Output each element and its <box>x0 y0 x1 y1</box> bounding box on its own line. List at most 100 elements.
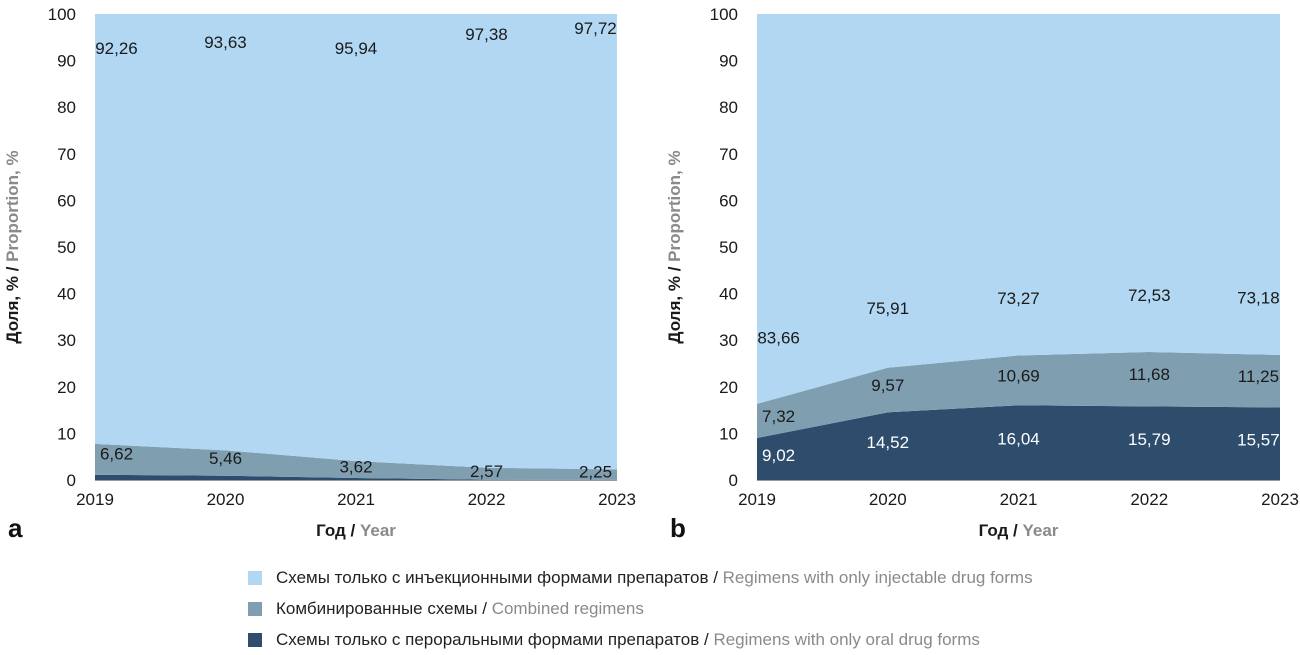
legend-separator: / <box>708 567 723 587</box>
data-label-injectable: 93,63 <box>204 33 247 52</box>
y-axis-title-separator: / <box>3 262 22 276</box>
y-axis-title-separator: / <box>665 262 684 276</box>
area-combined <box>95 443 617 480</box>
data-label-oral: 16,04 <box>997 430 1040 449</box>
data-label-combined: 7,32 <box>762 407 795 426</box>
area-oral <box>95 474 617 480</box>
panel-letter: b <box>670 513 686 543</box>
data-label-combined: 11,25 <box>1238 367 1279 386</box>
y-axis-title-en: Proportion, % <box>3 150 22 261</box>
legend-swatch-injectable <box>248 570 262 585</box>
y-tick-label: 30 <box>57 331 76 350</box>
x-axis-title: Год / Year <box>979 521 1059 540</box>
data-label-combined: 3,62 <box>339 458 372 477</box>
y-tick-label: 90 <box>719 52 738 71</box>
data-label-injectable: 95,94 <box>335 39 378 58</box>
data-label-injectable: 97,72 <box>574 19 617 38</box>
y-axis-title-ru: Доля, % <box>665 276 684 344</box>
x-axis-title-separator: / <box>1008 521 1022 540</box>
legend: Схемы только с инъекционными формами пре… <box>248 562 1033 655</box>
x-tick-label: 2022 <box>468 490 506 509</box>
data-label-combined: 2,25 <box>579 463 612 482</box>
x-tick-label: 2023 <box>598 490 636 509</box>
data-label-oral: 15,57 <box>1237 431 1280 450</box>
x-tick-label: 2022 <box>1130 490 1168 509</box>
x-tick-label: 2021 <box>337 490 375 509</box>
x-tick-label: 2021 <box>1000 490 1038 509</box>
x-axis-title: Год / Year <box>316 521 396 540</box>
y-tick-label: 80 <box>719 98 738 117</box>
data-label-injectable: 97,38 <box>465 25 508 44</box>
legend-label-ru: Схемы только с пероральными формами преп… <box>276 629 700 649</box>
y-tick-label: 100 <box>48 5 76 24</box>
data-label-oral: 15,79 <box>1128 430 1171 449</box>
legend-label-en: Regimens with only oral drug forms <box>713 629 980 649</box>
y-tick-label: 70 <box>719 145 738 164</box>
y-tick-label: 10 <box>57 424 76 443</box>
data-label-injectable: 83,66 <box>757 329 800 348</box>
y-tick-label: 70 <box>57 145 76 164</box>
area-injectable <box>757 14 1280 404</box>
data-label-injectable: 92,26 <box>95 39 138 58</box>
y-tick-label: 90 <box>57 52 76 71</box>
x-tick-label: 2020 <box>869 490 907 509</box>
y-axis-title: Доля, % / Proportion, % <box>665 150 684 343</box>
legend-swatch-oral <box>248 632 262 647</box>
panel-letter: a <box>8 513 23 543</box>
legend-label-en: Regimens with only injectable drug forms <box>722 567 1033 587</box>
y-axis-title-ru: Доля, % <box>3 276 22 344</box>
x-axis-title-separator: / <box>346 521 360 540</box>
y-tick-label: 20 <box>57 378 76 397</box>
data-label-combined: 2,57 <box>470 462 503 481</box>
data-label-injectable: 72,53 <box>1128 286 1171 305</box>
y-tick-label: 40 <box>57 285 76 304</box>
data-label-combined: 5,46 <box>209 449 242 468</box>
data-label-oral: 9,02 <box>762 446 795 465</box>
y-axis-title-en: Proportion, % <box>665 150 684 261</box>
y-tick-label: 0 <box>729 471 738 490</box>
legend-label-ru: Комбинированные схемы <box>276 598 478 618</box>
y-tick-label: 60 <box>719 191 738 210</box>
legend-item-injectable: Схемы только с инъекционными формами пре… <box>248 562 1033 593</box>
data-label-oral: 14,52 <box>867 433 910 452</box>
legend-swatch-combined <box>248 601 262 616</box>
y-tick-label: 50 <box>719 238 738 257</box>
x-axis-title-ru: Год <box>979 521 1009 540</box>
y-tick-label: 20 <box>719 378 738 397</box>
y-tick-label: 100 <box>710 5 738 24</box>
legend-item-combined: Комбинированные схемы / Combined regimen… <box>248 593 1033 624</box>
y-tick-label: 0 <box>67 471 76 490</box>
data-label-combined: 6,62 <box>100 444 133 463</box>
legend-label-ru: Схемы только с инъекционными формами пре… <box>276 567 709 587</box>
y-tick-label: 80 <box>57 98 76 117</box>
x-axis-title-ru: Год <box>316 521 346 540</box>
area-oral <box>757 405 1280 480</box>
chart-panel-b: 0 10 20 30 40 50 60 70 80 90 100 2019 2020 2021 2022 20… <box>665 5 1299 543</box>
y-tick-label: 50 <box>57 238 76 257</box>
x-tick-label: 2019 <box>76 490 114 509</box>
legend-label-en: Combined regimens <box>491 598 644 618</box>
data-label-injectable: 73,27 <box>997 289 1040 308</box>
y-tick-label: 60 <box>57 191 76 210</box>
legend-separator: / <box>477 598 492 618</box>
chart-panel-a: 0 10 20 30 40 50 60 70 80 90 100 2019 2020 2021 2022 20… <box>3 5 636 543</box>
legend-item-oral: Схемы только с пероральными формами преп… <box>248 624 1033 655</box>
data-label-combined: 11,68 <box>1129 365 1170 384</box>
x-tick-label: 2019 <box>738 490 776 509</box>
area-injectable <box>95 14 617 470</box>
area-combined <box>757 351 1280 438</box>
data-label-injectable: 73,18 <box>1237 289 1280 308</box>
y-tick-label: 40 <box>719 285 738 304</box>
x-axis-title-en: Year <box>1022 521 1058 540</box>
y-tick-label: 10 <box>719 424 738 443</box>
x-tick-label: 2023 <box>1261 490 1299 509</box>
y-axis-title: Доля, % / Proportion, % <box>3 150 22 343</box>
x-axis-title-en: Year <box>360 521 396 540</box>
data-label-injectable: 75,91 <box>867 299 910 318</box>
y-tick-label: 30 <box>719 331 738 350</box>
legend-separator: / <box>699 629 714 649</box>
data-label-combined: 10,69 <box>997 366 1040 385</box>
x-tick-label: 2020 <box>207 490 245 509</box>
data-label-combined: 9,57 <box>871 376 904 395</box>
